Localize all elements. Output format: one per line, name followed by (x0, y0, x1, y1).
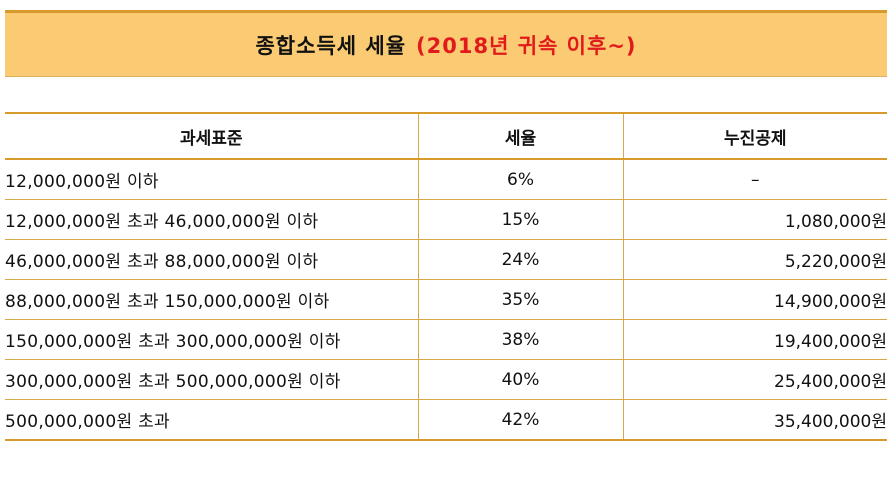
deduction-cell: 25,400,000원 (622, 359, 887, 400)
table-row: 150,000,000원 초과 300,000,000원 이하 38% 19,4… (5, 319, 887, 360)
tax-base-cell: 150,000,000원 초과 300,000,000원 이하 (5, 319, 418, 360)
deduction-cell: 19,400,000원 (622, 319, 887, 360)
table-row: 500,000,000원 초과 42% 35,400,000원 (5, 399, 887, 441)
deduction-cell: 1,080,000원 (622, 199, 887, 240)
deduction-cell: 35,400,000원 (622, 399, 887, 441)
table-row: 88,000,000원 초과 150,000,000원 이하 35% 14,90… (5, 279, 887, 320)
deduction-cell: 5,220,000원 (622, 239, 887, 280)
table-row: 12,000,000원 초과 46,000,000원 이하 15% 1,080,… (5, 199, 887, 240)
title-period: (2018년 귀속 이후~) (416, 33, 637, 58)
tax-base-cell: 300,000,000원 초과 500,000,000원 이하 (5, 359, 418, 400)
page-title: 종합소득세 세율 (255, 33, 407, 58)
tax-rate-cell: 42% (417, 399, 623, 441)
header-progressive-deduction: 누진공제 (622, 112, 887, 160)
table-row: 12,000,000원 이하 6% – (5, 159, 887, 200)
deduction-cell: 14,900,000원 (622, 279, 887, 320)
tax-base-cell: 500,000,000원 초과 (5, 399, 418, 441)
tax-rate-cell: 15% (417, 199, 623, 240)
header-tax-rate: 세율 (417, 112, 623, 160)
tax-base-cell: 88,000,000원 초과 150,000,000원 이하 (5, 279, 418, 320)
table-row: 46,000,000원 초과 88,000,000원 이하 24% 5,220,… (5, 239, 887, 280)
tax-base-cell: 12,000,000원 초과 46,000,000원 이하 (5, 199, 418, 240)
tax-rate-cell: 38% (417, 319, 623, 360)
deduction-cell: – (622, 159, 887, 200)
title-banner: 종합소득세 세율 (2018년 귀속 이후~) (5, 10, 887, 77)
tax-base-cell: 12,000,000원 이하 (5, 159, 418, 200)
tax-rate-cell: 40% (417, 359, 623, 400)
tax-rate-cell: 24% (417, 239, 623, 280)
tax-rate-cell: 6% (417, 159, 623, 200)
header-tax-base: 과세표준 (5, 112, 418, 160)
table-row: 300,000,000원 초과 500,000,000원 이하 40% 25,4… (5, 359, 887, 400)
tax-rate-cell: 35% (417, 279, 623, 320)
table-header-row: 과세표준 세율 누진공제 (5, 112, 887, 160)
tax-rate-table: 과세표준 세율 누진공제 12,000,000원 이하 6% – 12,000,… (5, 112, 887, 441)
tax-base-cell: 46,000,000원 초과 88,000,000원 이하 (5, 239, 418, 280)
